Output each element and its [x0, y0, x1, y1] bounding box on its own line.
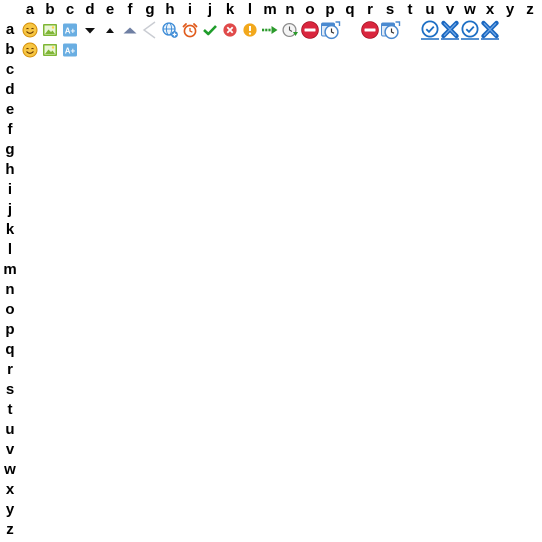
column-label-o: o: [305, 1, 315, 18]
column-label-t: t: [407, 1, 413, 18]
column-label-a: a: [25, 1, 35, 18]
row-label-k: k: [5, 221, 15, 238]
caret-up-icon: [120, 20, 140, 40]
row-label-m: m: [3, 261, 17, 278]
cross-x-icon: [440, 20, 460, 40]
warning-circle-icon: [240, 20, 260, 40]
column-label-z: z: [526, 1, 534, 18]
column-label-f: f: [127, 1, 133, 18]
font-icon-text: A+: [65, 27, 76, 36]
row-label-o: o: [5, 301, 15, 318]
row-label-y: y: [5, 501, 15, 518]
row-label-d: d: [5, 81, 15, 98]
column-label-e: e: [105, 1, 115, 18]
row-label-n: n: [5, 281, 15, 298]
arrow-right-dashed-icon: [260, 20, 280, 40]
column-label-s: s: [385, 1, 395, 18]
column-label-c: c: [65, 1, 75, 18]
font-icon-text: A+: [65, 47, 76, 56]
column-label-i: i: [187, 1, 193, 18]
column-label-p: p: [325, 1, 335, 18]
clock-arrow-icon: [280, 20, 300, 40]
caret-up-small-icon: [100, 20, 120, 40]
error-circle-icon: [220, 20, 240, 40]
row-label-g: g: [5, 141, 15, 158]
row-label-q: q: [5, 341, 15, 358]
row-label-c: c: [5, 61, 15, 78]
column-label-d: d: [85, 1, 95, 18]
row-label-u: u: [5, 421, 15, 438]
column-label-b: b: [45, 1, 55, 18]
alarm-clock-icon: [180, 20, 200, 40]
column-label-w: w: [464, 1, 476, 18]
row-label-w: w: [4, 461, 16, 478]
smiley-face-icon: [20, 40, 40, 60]
column-label-n: n: [285, 1, 295, 18]
cross-x-icon: [480, 20, 500, 40]
row-label-b: b: [5, 41, 15, 58]
stop-sign-icon: [360, 20, 380, 40]
caret-down-icon: [80, 20, 100, 40]
image-picture-icon: [40, 20, 60, 40]
row-label-p: p: [5, 321, 15, 338]
column-label-r: r: [367, 1, 373, 18]
row-label-t: t: [7, 401, 13, 418]
column-label-l: l: [247, 1, 253, 18]
row-label-j: j: [7, 201, 13, 218]
row-label-v: v: [5, 441, 15, 458]
column-label-j: j: [207, 1, 213, 18]
image-picture-icon: [40, 40, 60, 60]
calendar-clock-icon: [320, 20, 341, 40]
row-label-i: i: [7, 181, 13, 198]
chevron-left-icon: [140, 20, 160, 40]
column-label-y: y: [505, 1, 515, 18]
column-label-x: x: [485, 1, 495, 18]
stop-sign-icon: [300, 20, 320, 40]
column-label-k: k: [225, 1, 235, 18]
calendar-clock-icon: [380, 20, 401, 40]
row-label-s: s: [5, 381, 15, 398]
column-label-u: u: [425, 1, 435, 18]
font-size-increase-icon: A+: [60, 20, 80, 40]
clock-check-icon: [460, 20, 480, 40]
column-label-m: m: [263, 1, 277, 18]
column-label-q: q: [345, 1, 355, 18]
row-label-a: a: [5, 21, 15, 38]
row-label-f: f: [7, 121, 13, 138]
font-size-increase-icon: A+: [60, 40, 80, 60]
row-label-h: h: [5, 161, 15, 178]
column-label-v: v: [445, 1, 455, 18]
column-label-h: h: [165, 1, 175, 18]
row-label-r: r: [7, 361, 13, 378]
globe-add-icon: [160, 20, 180, 40]
row-label-x: x: [5, 481, 15, 498]
checkmark-icon: [200, 20, 220, 40]
smiley-face-icon: [20, 20, 40, 40]
clock-check-icon: [420, 20, 440, 40]
row-label-z: z: [6, 521, 14, 538]
row-label-e: e: [5, 101, 15, 118]
row-label-l: l: [7, 241, 13, 258]
column-label-g: g: [145, 1, 155, 18]
